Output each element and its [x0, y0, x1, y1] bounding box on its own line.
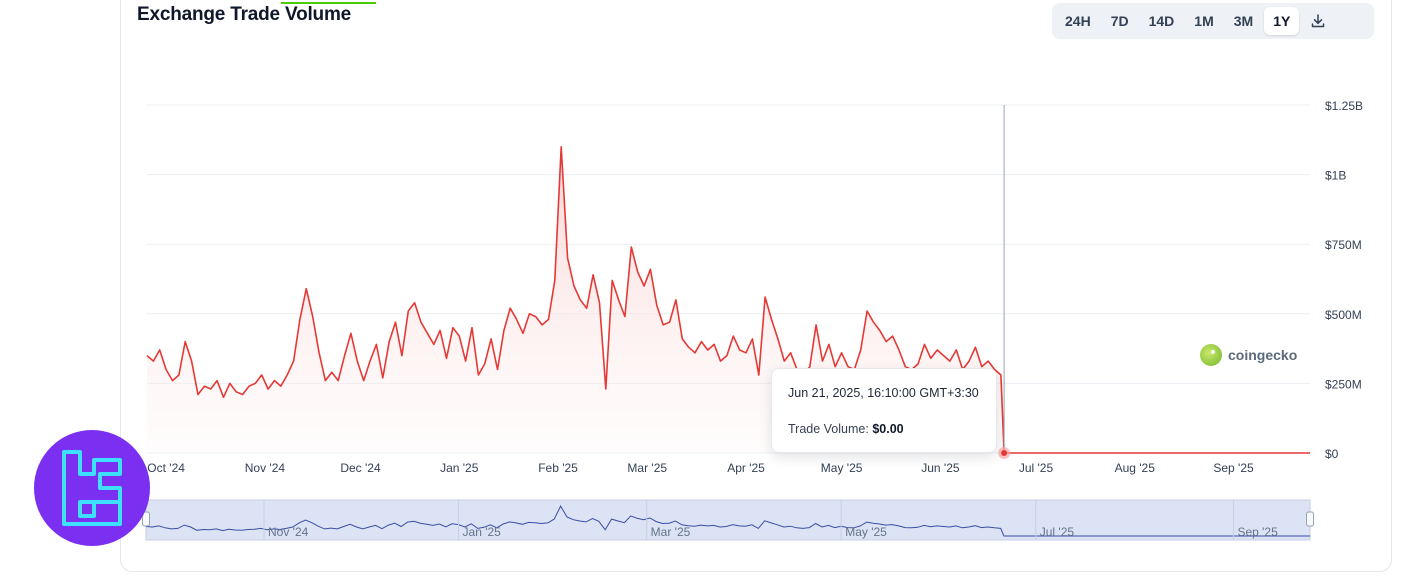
navigator-label: Sep '25: [1237, 525, 1278, 539]
range-1m-button[interactable]: 1M: [1185, 7, 1222, 35]
chart-title: Exchange Trade Volume: [137, 4, 352, 25]
title-accent-bar: [281, 2, 376, 4]
navigator-window: [145, 499, 1311, 541]
coingecko-watermark: coingecko: [1200, 344, 1297, 366]
download-button[interactable]: [1301, 7, 1335, 35]
watermark-text: coingecko: [1228, 347, 1298, 363]
tooltip-row: Trade Volume: $0.00: [788, 422, 904, 436]
y-tick-label: $0: [1325, 447, 1339, 461]
x-tick-label: Aug '25: [1115, 461, 1156, 475]
x-tick-label: Dec '24: [340, 461, 381, 475]
tooltip-label: Trade Volume:: [788, 422, 869, 436]
x-tick-label: Mar '25: [627, 461, 667, 475]
x-tick-label: Nov '24: [245, 461, 286, 475]
x-tick-label: Apr '25: [727, 461, 765, 475]
tooltip-date: Jun 21, 2025, 16:10:00 GMT+3:30: [788, 386, 979, 400]
y-tick-label: $250M: [1325, 377, 1362, 391]
highlight-point: [1001, 450, 1008, 456]
y-tick-label: $1B: [1325, 169, 1346, 183]
download-icon: [1312, 14, 1325, 28]
data-tooltip: Jun 21, 2025, 16:10:00 GMT+3:30 Trade Vo…: [771, 368, 997, 453]
x-tick-label: Oct '24: [147, 461, 185, 475]
series-line: [146, 146, 1310, 454]
x-tick-label: Jan '25: [440, 461, 479, 475]
x-tick-label: Feb '25: [538, 461, 578, 475]
y-tick-label: $1.25B: [1325, 99, 1363, 113]
x-tick-label: Sep '25: [1213, 461, 1254, 475]
navigator-label: May '25: [845, 525, 887, 539]
x-tick-label: Jul '25: [1019, 461, 1054, 475]
area-fill: [147, 146, 1310, 454]
y-axis-labels: $0 $250M $500M $750M $1B $1.25B: [1325, 99, 1363, 461]
navigator-label: Jul '25: [1040, 525, 1075, 539]
navigator-handle[interactable]: [1306, 511, 1314, 527]
series-line-path: [146, 146, 1310, 454]
time-range-selector: 24H 7D 14D 1M 3M 1Y: [1052, 3, 1374, 39]
range-3m-button[interactable]: 3M: [1225, 7, 1262, 35]
crosshair: [998, 105, 1011, 459]
range-14d-button[interactable]: 14D: [1140, 7, 1184, 35]
range-7d-button[interactable]: 7D: [1102, 7, 1138, 35]
coingecko-logo-icon: [1200, 344, 1222, 366]
tooltip-value: $0.00: [872, 422, 904, 436]
navigator-handle[interactable]: [142, 511, 150, 527]
brand-logo-badge: [34, 430, 150, 546]
navigator-series-line: [145, 505, 1310, 537]
y-tick-label: $500M: [1325, 308, 1362, 322]
range-navigator[interactable]: Nov '24 Jan '25 Mar '25 May '25 Jul '25 Sep '…: [142, 499, 1314, 541]
navigator-label: Nov '24: [268, 525, 309, 539]
brand-logo-icon: [62, 450, 122, 526]
navigator-label: Jan '25: [463, 525, 502, 539]
navigator-label: Mar '25: [651, 525, 691, 539]
range-24h-button[interactable]: 24H: [1056, 7, 1100, 35]
x-tick-label: Jun '25: [921, 461, 960, 475]
chart-card: [120, 0, 1392, 572]
x-tick-label: May '25: [821, 461, 863, 475]
area-fill-path: [147, 146, 1310, 454]
x-axis-labels: Oct '24 Nov '24 Dec '24 Jan '25 Feb '25 Mar '…: [147, 461, 1254, 475]
range-1y-button[interactable]: 1Y: [1264, 7, 1300, 35]
y-tick-label: $750M: [1325, 238, 1362, 252]
